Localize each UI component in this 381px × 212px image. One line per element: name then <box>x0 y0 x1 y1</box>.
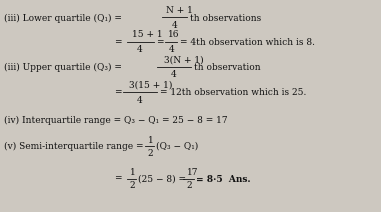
Text: th observations: th observations <box>190 14 261 22</box>
Text: 4: 4 <box>168 45 174 54</box>
Text: (Q₃ − Q₁): (Q₃ − Q₁) <box>156 142 199 151</box>
Text: =: = <box>156 38 164 47</box>
Text: 1: 1 <box>130 168 135 177</box>
Text: 17: 17 <box>187 168 198 177</box>
Text: (iv) Interquartile range = Q₃ − Q₁ = 25 − 8 = 17: (iv) Interquartile range = Q₃ − Q₁ = 25 … <box>4 116 227 125</box>
Text: N + 1: N + 1 <box>166 6 193 15</box>
Text: = 4th observation which is 8.: = 4th observation which is 8. <box>180 38 315 47</box>
Text: 3(N + 1): 3(N + 1) <box>164 56 203 65</box>
Text: 2: 2 <box>187 181 192 190</box>
Text: =: = <box>114 38 122 47</box>
Text: th observation: th observation <box>194 63 260 72</box>
Text: =: = <box>114 175 122 184</box>
Text: =: = <box>114 88 122 97</box>
Text: 4: 4 <box>137 45 143 54</box>
Text: 3(15 + 1): 3(15 + 1) <box>129 81 172 90</box>
Text: 1: 1 <box>148 136 154 145</box>
Text: = 8·5  Ans.: = 8·5 Ans. <box>196 175 251 184</box>
Text: (iii) Upper quartile (Q₃) =: (iii) Upper quartile (Q₃) = <box>4 63 122 73</box>
Text: 15 + 1: 15 + 1 <box>132 30 162 39</box>
Text: 2: 2 <box>148 149 154 158</box>
Text: 16: 16 <box>168 30 179 39</box>
Text: = 12th observation which is 25.: = 12th observation which is 25. <box>160 88 306 97</box>
Text: (v) Semi-interquartile range =: (v) Semi-interquartile range = <box>4 142 143 151</box>
Text: (25 − 8) =: (25 − 8) = <box>138 175 186 184</box>
Text: (iii) Lower quartile (Q₁) =: (iii) Lower quartile (Q₁) = <box>4 13 122 23</box>
Text: 4: 4 <box>171 70 177 79</box>
Text: 4: 4 <box>137 96 143 105</box>
Text: 4: 4 <box>172 21 178 29</box>
Text: 2: 2 <box>130 181 135 190</box>
